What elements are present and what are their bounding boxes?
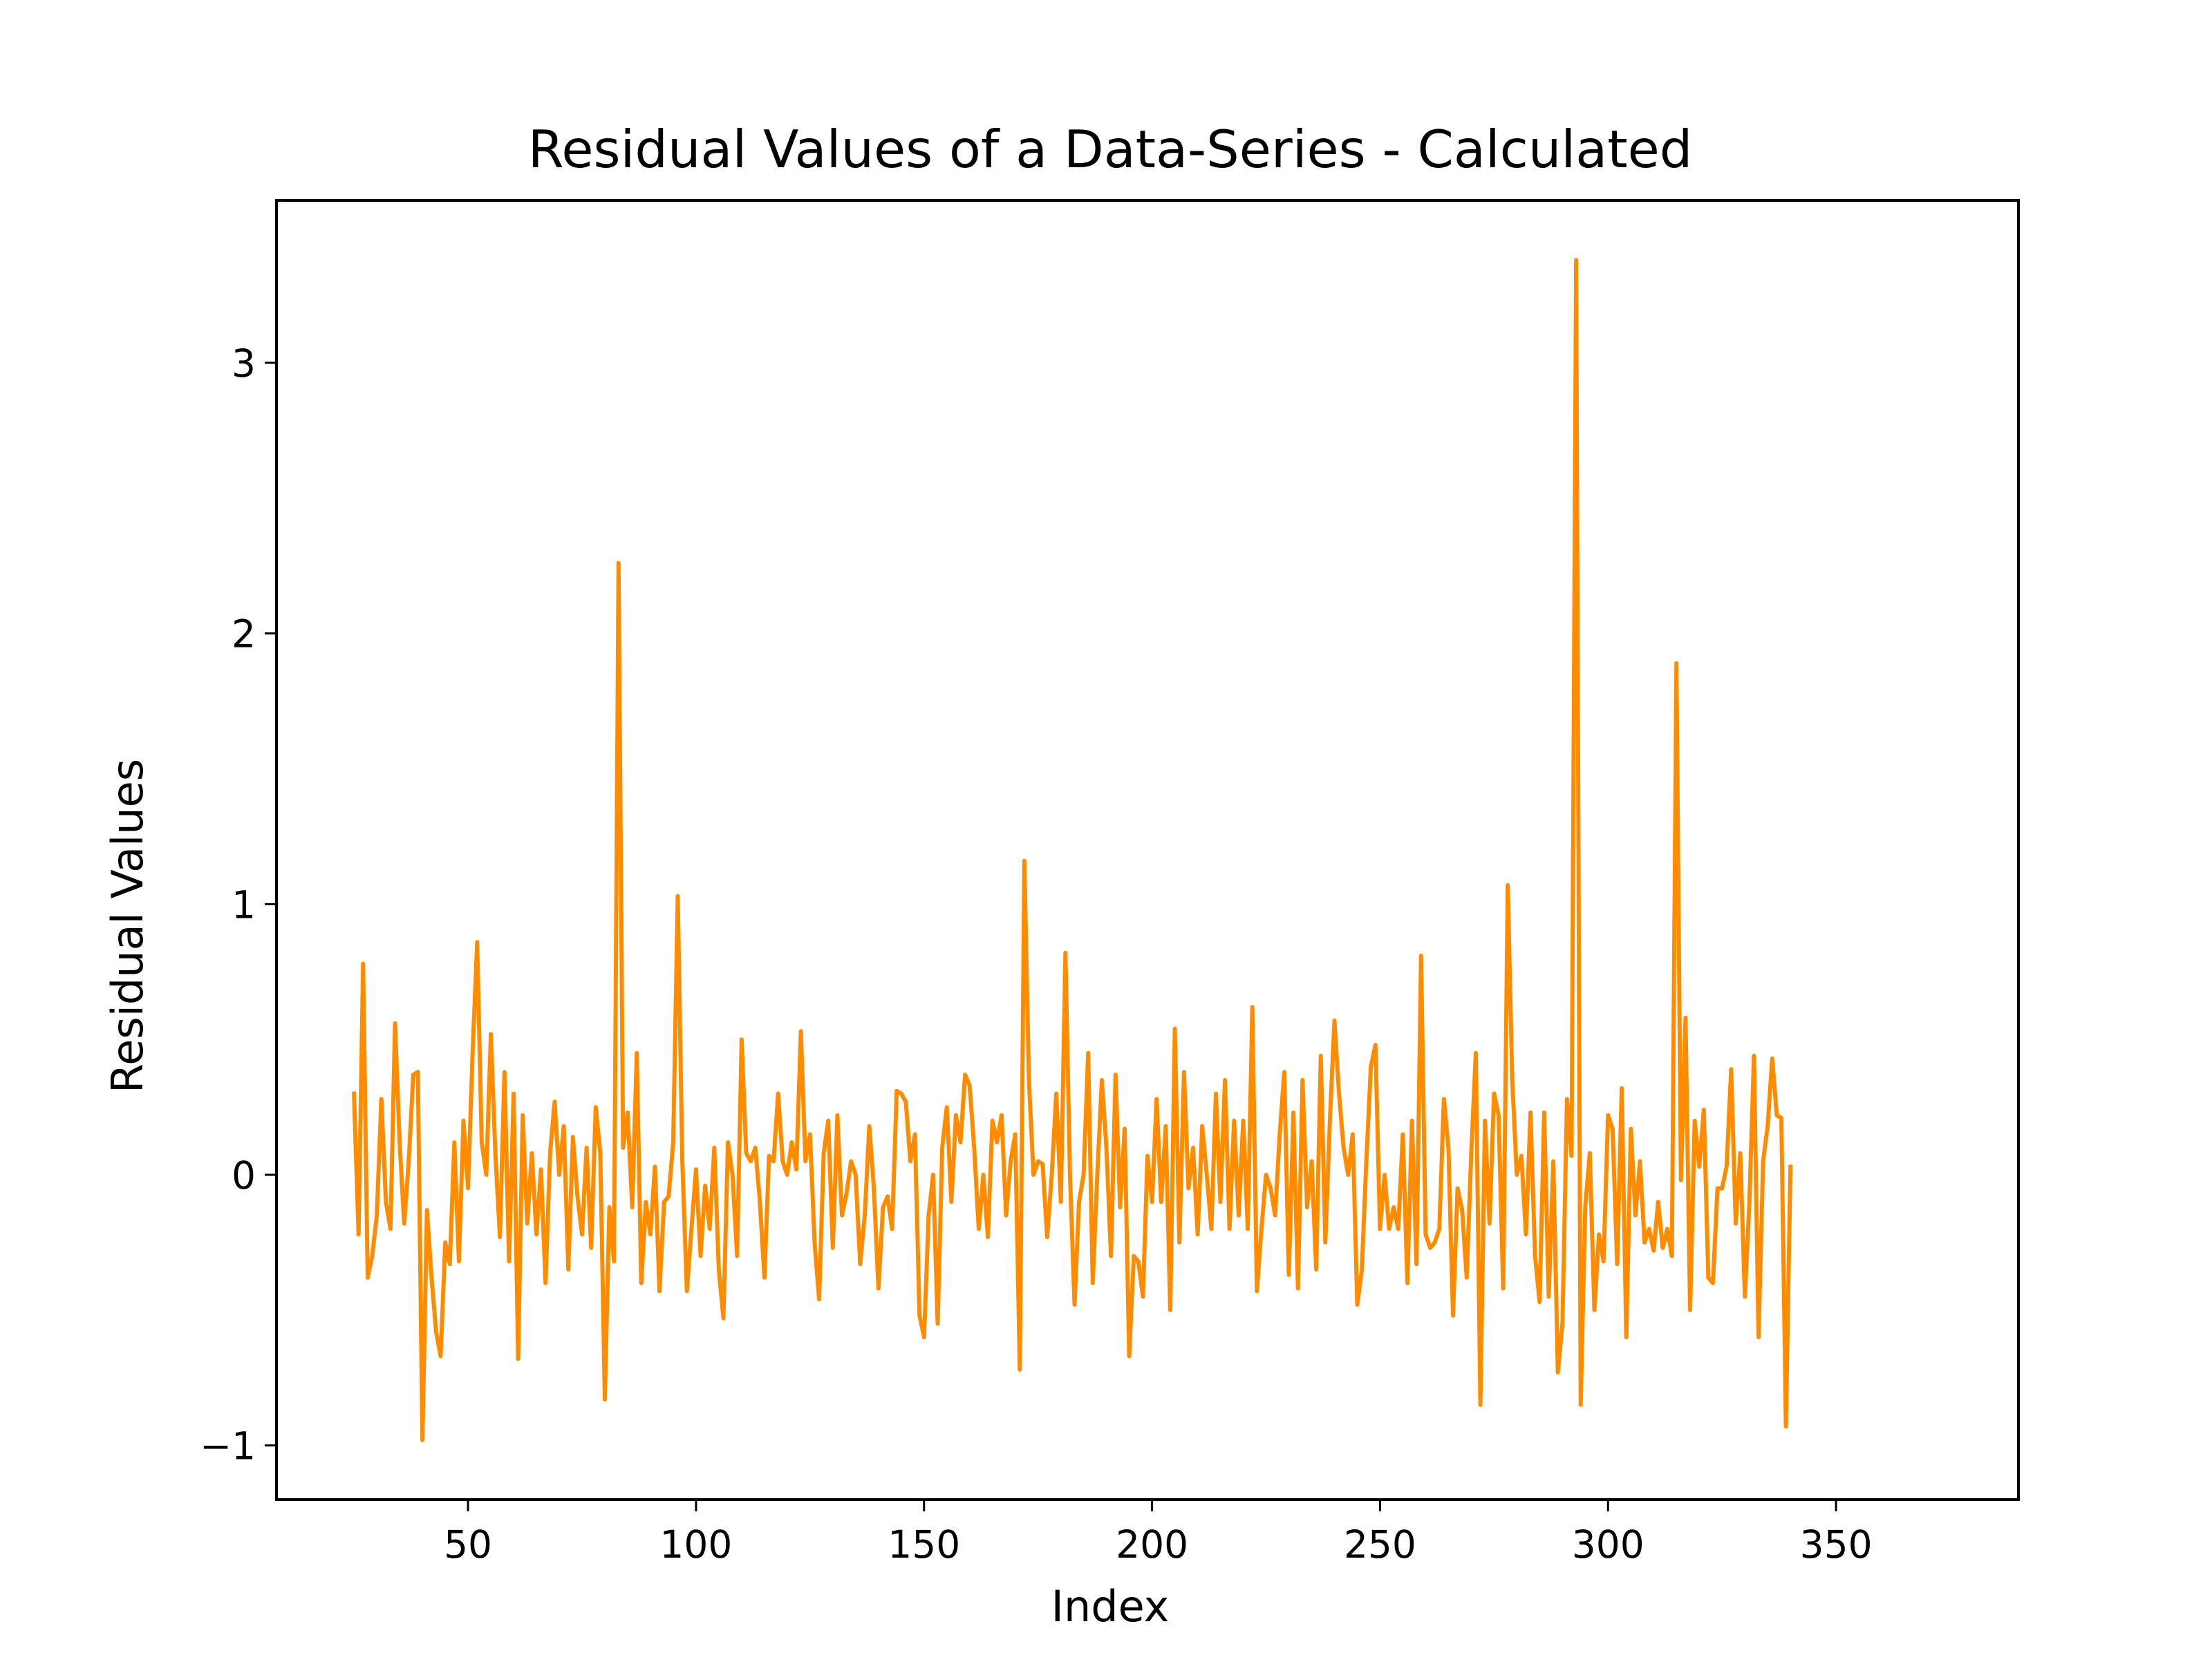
x-tick-label: 300 xyxy=(1572,1522,1644,1567)
x-tick-label: 250 xyxy=(1344,1522,1416,1567)
x-tick-label: 150 xyxy=(888,1522,960,1567)
plot-frame xyxy=(275,199,2020,1501)
y-axis-label: Residual Values xyxy=(102,759,153,1093)
x-axis-ticks: 50 100 150 200 250 300 350 xyxy=(444,1500,1873,1567)
y-tick-label: 1 xyxy=(232,882,256,927)
x-tick-label: 100 xyxy=(659,1522,732,1567)
chart-title: Residual Values of a Data-Series - Calcu… xyxy=(528,119,1693,180)
x-tick-label: 50 xyxy=(444,1522,492,1567)
plot-area xyxy=(352,258,1793,1442)
x-axis-label: Index xyxy=(1051,1581,1170,1632)
x-tick-label: 200 xyxy=(1116,1522,1188,1567)
y-tick-label: −1 xyxy=(200,1424,256,1469)
y-tick-label: 2 xyxy=(232,612,256,657)
y-tick-label: 3 xyxy=(232,341,256,386)
x-tick-label: 350 xyxy=(1800,1522,1873,1567)
series-line-1 xyxy=(352,258,1793,1442)
y-axis-ticks: −1 0 1 2 3 xyxy=(200,341,276,1469)
y-tick-label: 0 xyxy=(232,1153,256,1198)
